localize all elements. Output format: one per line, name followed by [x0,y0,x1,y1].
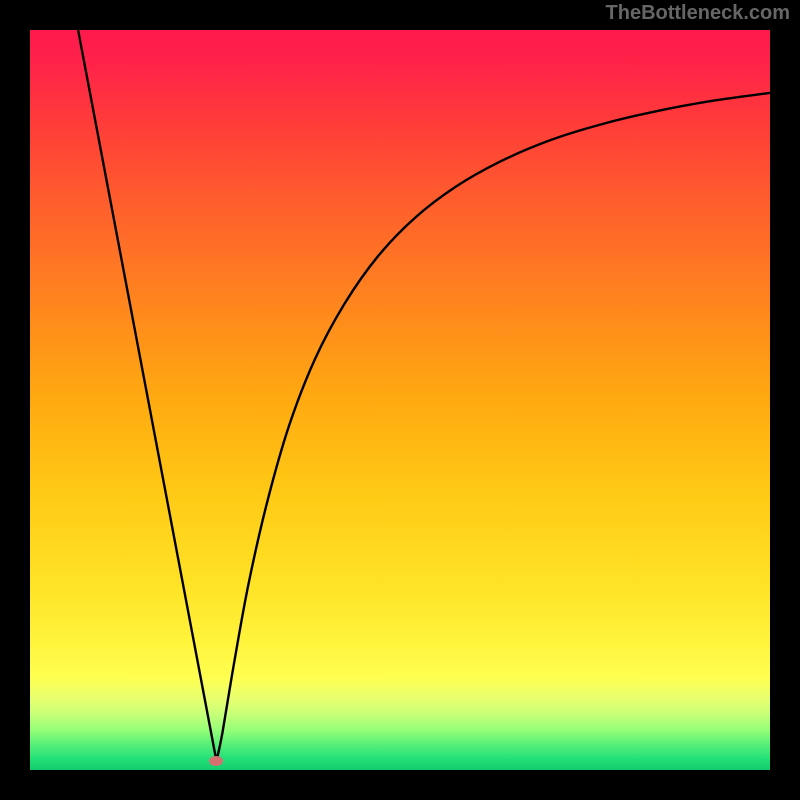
chart-frame: TheBottleneck.com [0,0,800,800]
minimum-marker [209,756,223,766]
plot-area [30,30,770,770]
bottleneck-curve [30,30,770,770]
curve-path [78,30,770,761]
attribution-text: TheBottleneck.com [606,2,790,25]
